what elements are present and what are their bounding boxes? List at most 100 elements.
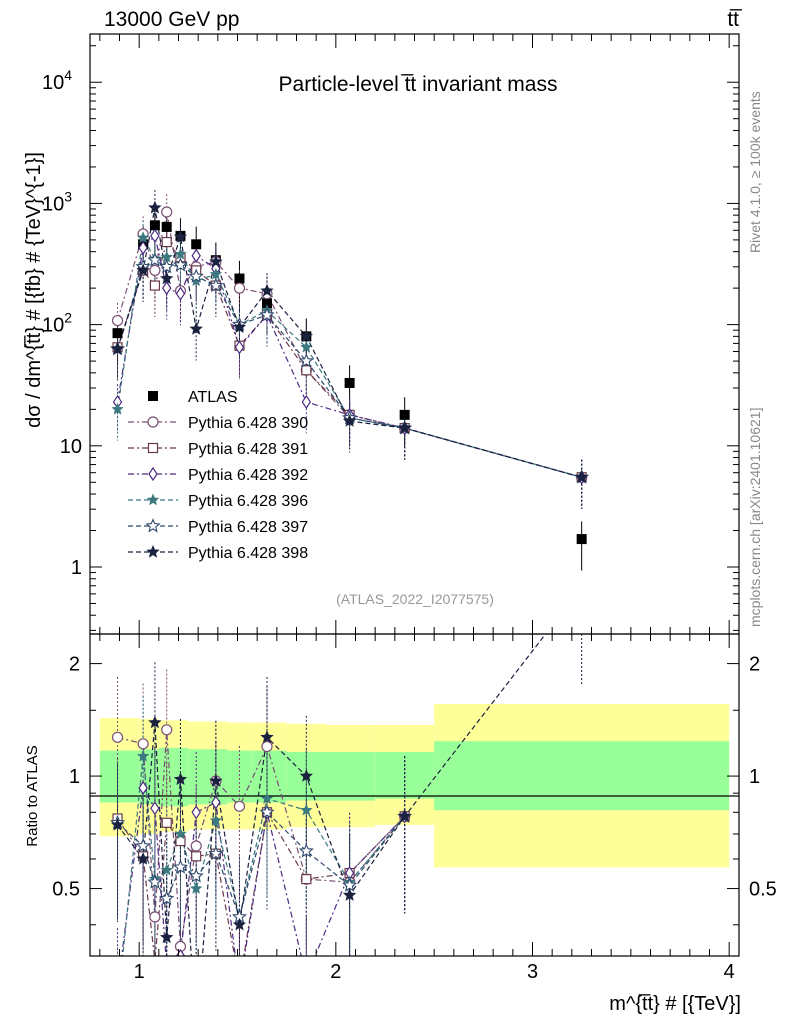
ratio-markers <box>110 580 588 995</box>
main-plot-frame <box>89 33 740 635</box>
data-point <box>259 307 275 322</box>
legend-marker <box>146 493 160 506</box>
legend-label: Pythia 6.428 398 <box>188 545 308 562</box>
x-tick-label: 1 <box>134 961 145 983</box>
ratio-point <box>260 730 274 743</box>
ratio-point <box>190 882 203 894</box>
y-tick-label: 1 <box>71 557 82 579</box>
legend-marker <box>145 518 161 533</box>
ratio-point <box>138 780 148 795</box>
ratio-point <box>191 851 202 862</box>
ratio-point <box>136 852 150 865</box>
ratio-point <box>233 800 246 812</box>
data-point <box>342 414 357 427</box>
ratio-point <box>298 843 314 858</box>
ratio-point <box>174 827 187 840</box>
ratio-point <box>136 749 150 762</box>
analysis-annotation: (ATLAS_2022_I2077575) <box>336 591 494 607</box>
ratio-y-axis-label: Ratio to ATLAS <box>24 745 41 846</box>
data-point <box>575 470 589 483</box>
data-point <box>398 421 412 434</box>
data-point <box>111 314 124 327</box>
data-point <box>160 250 173 263</box>
band-inner <box>99 750 140 803</box>
ratio-point <box>163 960 171 972</box>
ratio-point <box>148 715 162 729</box>
ratio-line <box>117 811 406 919</box>
legend-label: ATLAS <box>188 389 238 406</box>
ratio-point <box>191 805 201 820</box>
main-y-axis-label: dσ / dm^{t̅t} # [{fb} # {TeV}^{-1}] <box>23 152 45 428</box>
ratio-y-ticks: 0.5 0.5 1 1 2 2 <box>52 654 777 926</box>
ratio-point <box>114 983 122 995</box>
band-inner <box>434 741 730 811</box>
data-point <box>161 206 173 218</box>
ratio-y-tick-label-right: 0.5 <box>749 879 777 901</box>
data-point <box>209 254 223 268</box>
ratio-point <box>235 983 243 995</box>
data-point <box>110 341 125 355</box>
ratio-point <box>398 809 412 823</box>
data-point <box>300 340 313 353</box>
ratio-point <box>149 911 161 923</box>
ratio-point <box>161 724 173 736</box>
legend-marker <box>146 545 160 558</box>
ratio-point <box>235 978 244 987</box>
data-point <box>191 248 201 263</box>
ratio-point <box>261 740 273 753</box>
legend-label: Pythia 6.428 396 <box>188 493 308 510</box>
legend-marker <box>147 416 159 428</box>
x-ticks: 1 2 3 4 <box>99 34 735 983</box>
data-point <box>188 268 204 283</box>
band-inner <box>326 751 376 801</box>
legend-marker <box>148 466 158 482</box>
data-point <box>173 229 188 243</box>
ratio-point <box>302 971 310 983</box>
ratio-line <box>122 756 406 956</box>
data-point <box>189 322 203 335</box>
data-point <box>149 220 160 231</box>
ratio-line <box>121 786 406 956</box>
ratio-point <box>172 859 188 874</box>
ratio-y-tick-label: 1 <box>69 766 80 788</box>
data-point <box>234 273 245 284</box>
ratio-point <box>342 888 357 901</box>
ratio-point <box>301 874 312 885</box>
data-point <box>344 377 355 388</box>
data-point <box>112 328 123 339</box>
data-point <box>301 394 312 410</box>
data-point <box>262 298 272 309</box>
ratio-point <box>299 769 313 782</box>
ratio-point <box>150 801 160 816</box>
ratio-point <box>575 580 588 593</box>
ratio-y-tick-label: 0.5 <box>52 879 80 901</box>
data-point <box>136 231 150 244</box>
data-point <box>301 365 312 376</box>
data-point <box>209 267 222 280</box>
ratio-uncertainty-bands <box>99 703 730 868</box>
ratio-point <box>159 890 175 906</box>
ratio-panel: 0.5 0.5 1 1 2 2 1 2 3 4 Ratio to ATLAS m^{t̅t} #… <box>24 34 777 1015</box>
ratio-point <box>111 731 124 743</box>
band-inner <box>149 749 159 805</box>
data-point <box>298 353 314 368</box>
x-axis-label: m^{t̅t} # [{TeV}] <box>609 993 741 1015</box>
ratio-point <box>209 774 223 787</box>
legend-marker <box>148 391 158 401</box>
data-point <box>159 258 175 274</box>
legend: ATLAS Pythia 6.428 390 Pythia 6.428 391 Pyt… <box>128 389 308 562</box>
data-point <box>260 283 274 297</box>
y-tick-label: 103 <box>42 188 72 215</box>
data-point <box>161 221 172 232</box>
band-inner <box>227 750 252 803</box>
data-point <box>147 252 163 267</box>
data-point <box>138 240 148 255</box>
ratio-point <box>137 738 149 750</box>
mcplots-label: mcplots.cern.ch [arXiv:2401.10621] <box>747 408 763 627</box>
legend-label: Pythia 6.428 397 <box>188 519 308 536</box>
ratio-point <box>160 863 173 876</box>
ratio-point <box>209 814 222 826</box>
ratio-line <box>117 729 406 947</box>
